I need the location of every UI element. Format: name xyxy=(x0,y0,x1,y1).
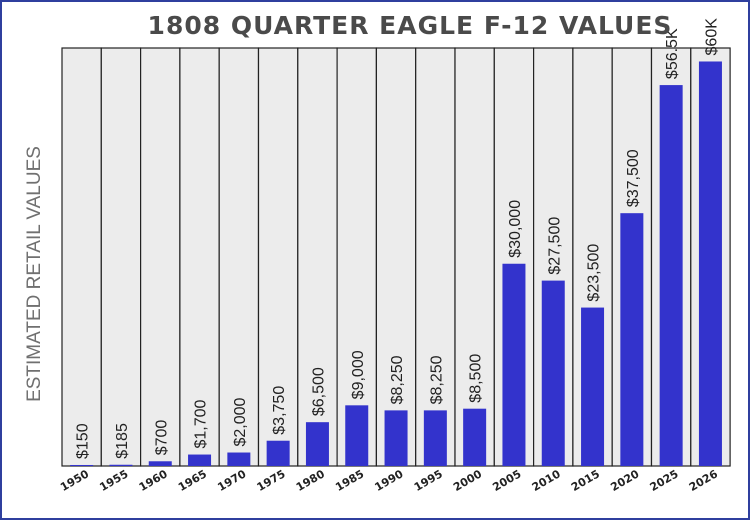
column-backgrounds xyxy=(61,47,731,467)
x-tick-2025: 2025 xyxy=(648,467,681,494)
bar-1965 xyxy=(188,454,212,466)
value-label-1995: $8,250 xyxy=(428,355,445,404)
bar-2000 xyxy=(463,408,487,466)
x-tick-1950: 1950 xyxy=(58,467,91,494)
bar-1980 xyxy=(305,422,329,466)
bar-2026 xyxy=(698,61,722,466)
bars xyxy=(70,61,722,467)
x-tick-2020: 2020 xyxy=(608,467,641,494)
x-tick-1985: 1985 xyxy=(333,467,366,494)
x-tick-1975: 1975 xyxy=(255,467,288,494)
x-tick-2015: 2015 xyxy=(569,467,602,494)
value-label-1950: $150 xyxy=(75,423,92,459)
bar-1970 xyxy=(227,452,251,466)
x-tick-2010: 2010 xyxy=(530,467,563,494)
column-bg-1955 xyxy=(100,47,142,467)
bar-2015 xyxy=(581,307,605,466)
value-label-1970: $2,000 xyxy=(232,397,249,446)
bar-1995 xyxy=(423,410,447,466)
bar-1955 xyxy=(109,464,133,466)
value-label-1955: $185 xyxy=(114,423,131,459)
bar-2020 xyxy=(620,213,644,466)
x-tick-1955: 1955 xyxy=(97,467,130,494)
value-label-1965: $1,700 xyxy=(193,399,210,448)
bar-2005 xyxy=(502,263,526,466)
column-bg-1950 xyxy=(61,47,102,467)
x-tick-1995: 1995 xyxy=(412,467,445,494)
value-label-2000: $8,500 xyxy=(468,354,485,403)
value-label-1960: $700 xyxy=(153,420,170,456)
bar-1975 xyxy=(266,440,290,466)
column-bg-1995 xyxy=(415,47,456,467)
x-tick-labels: 1950 1955 1960 1965 1970 1975 1980 1985 1990 1995… xyxy=(58,467,720,494)
x-tick-1965: 1965 xyxy=(176,467,209,494)
x-tick-2026: 2026 xyxy=(687,467,720,494)
column-bg-1975 xyxy=(257,47,299,467)
value-labels: $150 $185 $700 $1,700 $2,000 $3,750 $6,500 $9,0… xyxy=(75,18,721,459)
value-label-2025: $56.5K xyxy=(664,28,681,79)
column-bg-1960 xyxy=(140,47,181,467)
value-label-2026: $60K xyxy=(703,18,720,56)
x-tick-2000: 2000 xyxy=(451,467,484,494)
value-label-2015: $23,500 xyxy=(586,244,603,302)
x-tick-1990: 1990 xyxy=(373,467,406,494)
y-axis-label: ESTIMATED RETAIL VALUES xyxy=(24,146,45,402)
x-tick-2005: 2005 xyxy=(490,467,523,494)
value-label-2010: $27,500 xyxy=(546,217,563,275)
x-tick-1980: 1980 xyxy=(294,467,327,494)
column-bg-1985 xyxy=(336,47,378,467)
x-tick-1970: 1970 xyxy=(215,467,248,494)
value-label-1975: $3,750 xyxy=(271,386,288,435)
value-label-2005: $30,000 xyxy=(507,200,524,258)
chart-title: 1808 QUARTER EAGLE F-12 VALUES xyxy=(148,11,673,40)
bar-1990 xyxy=(384,410,408,466)
bar-2010 xyxy=(541,280,565,466)
value-label-1980: $6,500 xyxy=(310,367,327,416)
bar-1985 xyxy=(345,405,369,466)
bar-1950 xyxy=(70,464,94,466)
value-label-2020: $37,500 xyxy=(625,149,642,207)
value-label-1990: $8,250 xyxy=(389,355,406,404)
bar-1960 xyxy=(148,461,172,466)
x-tick-1960: 1960 xyxy=(137,467,170,494)
bar-2025 xyxy=(659,85,683,467)
value-label-1985: $9,000 xyxy=(350,350,367,399)
